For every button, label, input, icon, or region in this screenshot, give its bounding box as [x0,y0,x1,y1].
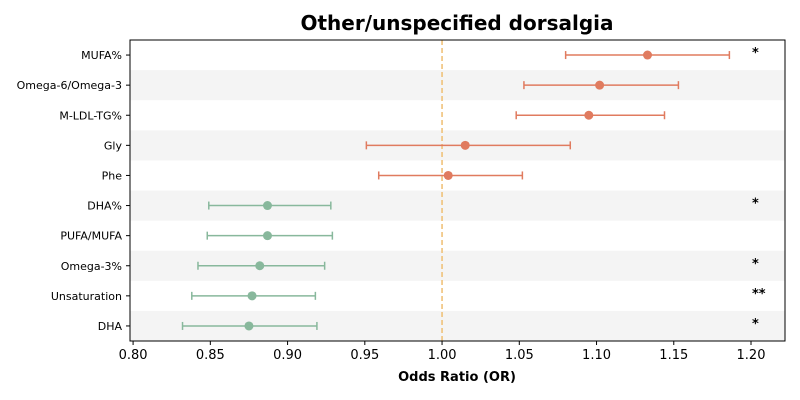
significance-marker: ** [752,287,766,302]
row-label: DHA [98,320,123,333]
forest-row: M-LDL-TG% [59,109,666,122]
or-point [584,110,594,120]
x-axis-label: Odds Ratio (OR) [398,370,516,385]
or-point [443,170,453,180]
forest-row: Omega-3% * [61,257,759,273]
data-rows: MUFA% * Omega-6/Omega-3 M-LDL-TG% Gly Phe DHA%… [17,46,766,333]
or-point [595,80,605,90]
x-tick-label: 1.10 [582,348,611,363]
row-label: Omega-3% [61,260,122,273]
row-band [130,70,785,101]
or-point [247,291,257,301]
forest-row: DHA * [98,317,759,333]
significance-marker: * [752,197,759,212]
significance-marker: * [752,317,759,332]
significance-marker: * [752,46,759,61]
row-label: Gly [104,139,123,152]
forest-row: DHA% * [87,197,759,213]
x-tick-label: 1.05 [505,348,534,363]
or-point [643,50,653,60]
forest-row: MUFA% * [81,46,759,62]
axes [126,39,786,342]
row-label: PUFA/MUFA [60,230,122,243]
row-label: DHA% [87,200,122,213]
or-point [244,321,254,331]
row-label: Omega-6/Omega-3 [17,79,122,92]
forest-row: Omega-6/Omega-3 [17,79,680,92]
or-point [255,261,265,271]
forest-row: Gly [104,139,572,152]
x-tick-label: 0.95 [350,348,379,363]
significance-marker: * [752,257,759,272]
x-tick-label: 0.80 [119,348,148,363]
x-tick-label: 0.85 [196,348,225,363]
x-tick-label: 1.00 [428,348,457,363]
x-ticks: 0.80 0.85 0.90 0.95 1.00 1.05 1.10 1.15 1.20 [119,341,766,363]
row-label: MUFA% [81,49,122,62]
chart-title: Other/unspecified dorsalgia [300,11,613,35]
or-point [262,231,272,241]
x-tick-label: 1.20 [737,348,766,363]
row-label: Phe [102,169,123,182]
or-point [262,201,272,211]
row-label: M-LDL-TG% [59,109,122,122]
or-point [460,140,470,150]
x-tick-label: 0.90 [273,348,302,363]
forest-row: Phe [102,169,524,182]
plot-frame [129,39,786,342]
row-label: Unsaturation [51,290,122,303]
forest-row: Unsaturation ** [51,287,766,303]
x-tick-label: 1.15 [659,348,688,363]
forest-row: PUFA/MUFA [60,230,334,243]
